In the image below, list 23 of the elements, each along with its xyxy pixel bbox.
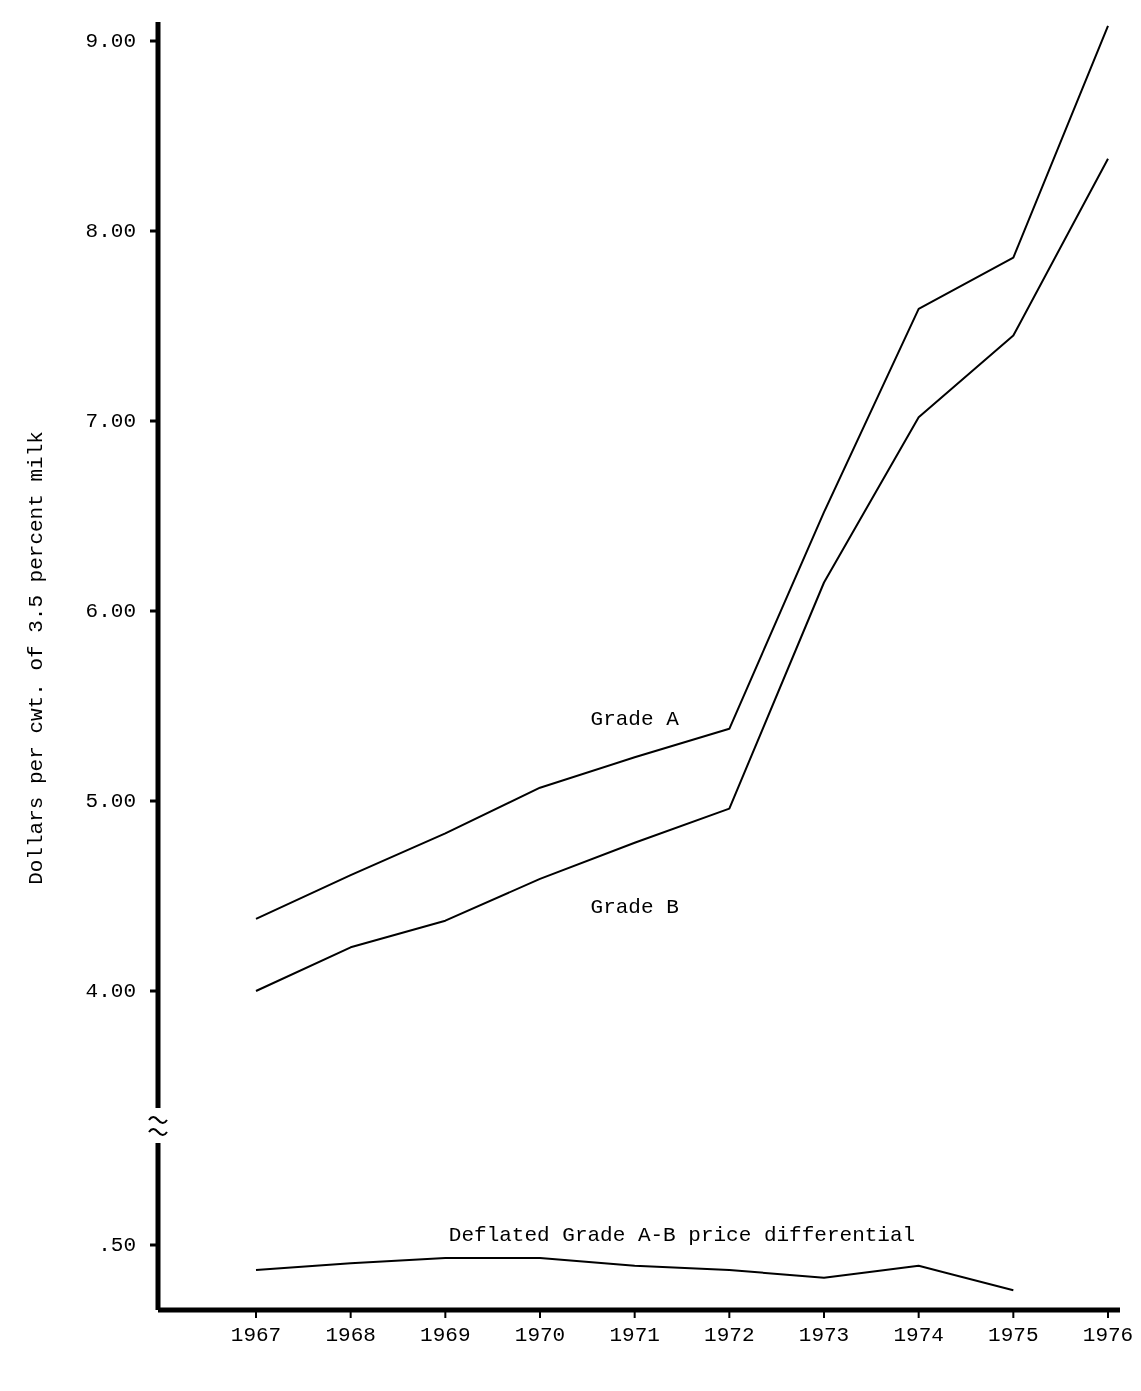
text: .50 [98,1233,136,1257]
x-tick-label: 1975 [988,1323,1039,1347]
x-tick-label: 1976 [1082,1323,1134,1347]
y-tick-label: 5.00 [85,789,136,813]
y-tick-label: 8.00 [85,219,136,243]
series-label: Grade A [590,707,680,731]
y-axis-title: Dollars per cwt. of 3.5 percent milk [24,431,48,885]
line-series [255,24,1109,920]
y-tick-label: 9.00 [85,29,136,53]
x-tick-label: 1969 [420,1323,471,1347]
line-series [255,157,1109,992]
x-tick-label: 1972 [704,1323,755,1347]
series-label: Deflated Grade A-B price differential [448,1224,916,1248]
y-tick-label: 6.00 [85,599,136,623]
x-tick-label: 1970 [514,1323,566,1347]
x-tick-label: 1971 [609,1323,660,1347]
x-tick-label: 1967 [230,1323,282,1347]
series-label: Grade B [590,896,679,920]
y-tick-label: 4.00 [85,979,136,1003]
x-tick-label: 1968 [325,1323,376,1347]
x-tick-label: 1973 [798,1323,850,1347]
x-tick-label: 1974 [893,1323,944,1347]
y-tick-label: 7.00 [85,409,136,433]
